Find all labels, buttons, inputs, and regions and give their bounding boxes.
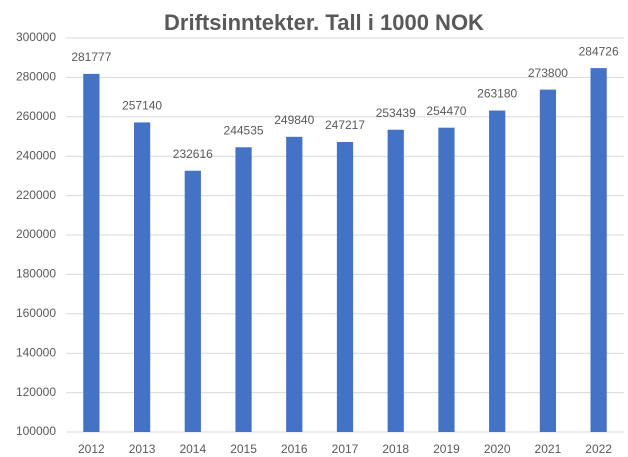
data-label: 257140 bbox=[122, 99, 162, 113]
x-tick-label: 2017 bbox=[332, 442, 359, 456]
bar bbox=[438, 127, 455, 433]
bar bbox=[387, 129, 404, 433]
data-label: 254470 bbox=[426, 104, 466, 118]
bar bbox=[235, 147, 252, 432]
bar bbox=[489, 110, 506, 432]
y-tick-label: 160000 bbox=[16, 306, 56, 320]
x-tick-label: 2021 bbox=[535, 442, 562, 456]
data-label: 232616 bbox=[173, 147, 213, 161]
y-tick-label: 260000 bbox=[16, 109, 56, 123]
bar bbox=[590, 68, 607, 432]
y-tick-label: 140000 bbox=[16, 345, 56, 359]
data-label: 253439 bbox=[376, 106, 416, 120]
data-label: 273800 bbox=[528, 66, 568, 80]
y-tick-label: 200000 bbox=[16, 227, 56, 241]
bar bbox=[83, 73, 100, 433]
bar bbox=[336, 141, 354, 432]
data-label: 249840 bbox=[274, 113, 314, 127]
bar bbox=[133, 122, 151, 432]
y-tick-label: 280000 bbox=[16, 70, 56, 84]
bar bbox=[539, 89, 557, 432]
y-tick-label: 220000 bbox=[16, 188, 56, 202]
x-tick-label: 2013 bbox=[129, 442, 156, 456]
data-label: 281777 bbox=[71, 50, 111, 64]
y-tick-label: 120000 bbox=[16, 385, 56, 399]
bar bbox=[184, 170, 201, 433]
x-tick-label: 2022 bbox=[585, 442, 612, 456]
y-tick-label: 300000 bbox=[16, 30, 56, 44]
data-label: 247217 bbox=[325, 118, 365, 132]
chart-title: Driftsinntekter. Tall i 1000 NOK bbox=[164, 10, 484, 35]
data-label: 244535 bbox=[224, 123, 264, 137]
bar bbox=[286, 136, 303, 433]
x-tick-label: 2020 bbox=[484, 442, 511, 456]
x-tick-label: 2016 bbox=[281, 442, 308, 456]
y-tick-label: 180000 bbox=[16, 267, 56, 281]
y-tick-label: 240000 bbox=[16, 148, 56, 162]
x-tick-label: 2015 bbox=[230, 442, 257, 456]
x-tick-label: 2014 bbox=[179, 442, 206, 456]
data-label: 263180 bbox=[477, 87, 517, 101]
x-tick-label: 2012 bbox=[78, 442, 105, 456]
x-tick-label: 2018 bbox=[382, 442, 409, 456]
y-tick-label: 100000 bbox=[16, 424, 56, 438]
data-label: 284726 bbox=[579, 44, 619, 58]
x-tick-label: 2019 bbox=[433, 442, 460, 456]
